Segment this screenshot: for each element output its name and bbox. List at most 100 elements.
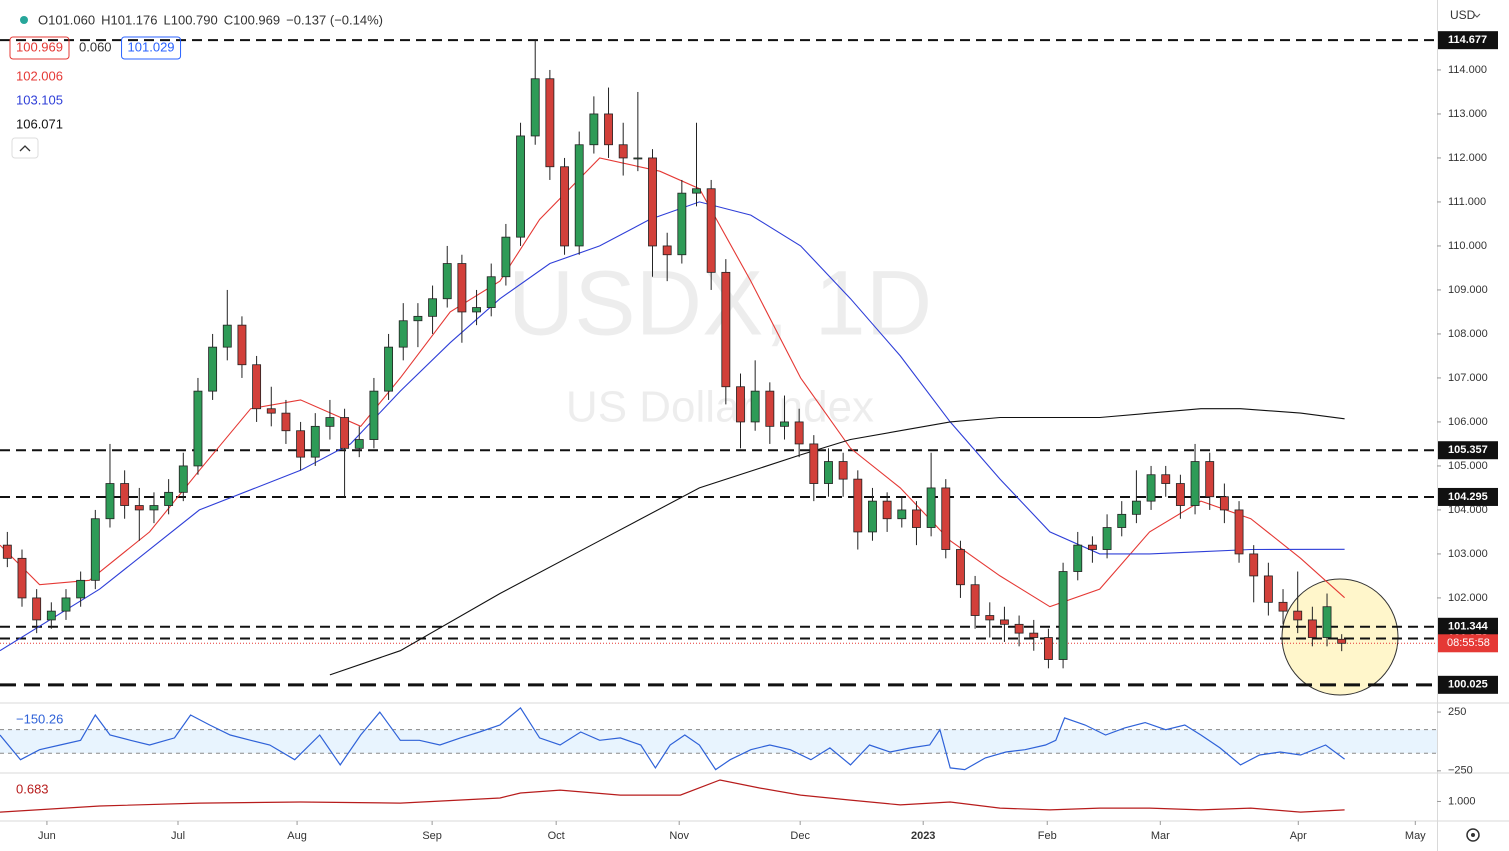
- collapse-button[interactable]: [11, 137, 39, 159]
- band-fill: [0, 729, 1437, 754]
- status-dot: [20, 16, 28, 24]
- price-box-text: 100.969: [16, 39, 63, 54]
- candle-body: [794, 421, 804, 445]
- candle-body: [208, 346, 218, 392]
- settings-icon[interactable]: [1466, 828, 1480, 842]
- candle-body: [354, 439, 364, 449]
- candle-body: [1205, 461, 1215, 498]
- y-tick-label: 105.000: [1448, 460, 1488, 472]
- ma-label: 103.105: [16, 92, 63, 107]
- candle-body: [1117, 513, 1127, 528]
- candle-body: [413, 315, 423, 322]
- y-tick-label: 108.000: [1448, 328, 1488, 340]
- y-tick-label: 112.000: [1448, 152, 1487, 164]
- y-tick-label: 107.000: [1448, 372, 1488, 384]
- candle-body: [369, 390, 379, 440]
- candle-body: [956, 549, 965, 586]
- watermark: USDX, 1D: [508, 252, 932, 354]
- y-tick-label: 113.000: [1448, 108, 1487, 120]
- candle-body: [501, 236, 511, 278]
- candle-body: [428, 298, 437, 317]
- ma-label: 106.071: [16, 116, 63, 131]
- x-tick-label: Jul: [171, 830, 185, 842]
- level-label-box: [1438, 441, 1498, 460]
- candle-body: [1322, 606, 1332, 638]
- candle-body: [516, 135, 525, 238]
- candle-body: [868, 500, 877, 533]
- candle-body: [325, 417, 335, 427]
- candle-body: [222, 324, 232, 348]
- candle-body: [266, 408, 276, 414]
- candle-body: [61, 597, 71, 612]
- watermark-group: USDX, 1D US Dollar Index: [508, 252, 932, 431]
- level-label-box: [1438, 487, 1498, 506]
- quote-value: O101.060: [38, 12, 95, 27]
- quote-value: −0.137 (−0.14%): [286, 12, 383, 27]
- candle-body: [574, 144, 584, 247]
- candle-body: [46, 610, 56, 621]
- candle-body: [149, 505, 159, 511]
- countdown: 08:55:58: [1447, 637, 1490, 649]
- x-tick-label: Aug: [287, 830, 307, 842]
- candle-body: [882, 500, 892, 520]
- candle-body: [134, 505, 144, 511]
- candle-body: [838, 461, 848, 480]
- candle-body: [897, 509, 907, 520]
- level-label: 100.025: [1448, 679, 1488, 691]
- candle-body: [1043, 637, 1053, 660]
- candle-body: [1000, 619, 1009, 625]
- candle-body: [1161, 474, 1171, 484]
- level-label-box: [1438, 675, 1498, 694]
- candle-body: [1175, 483, 1185, 506]
- level-label: 104.295: [1448, 491, 1488, 503]
- highlight-circle: [1281, 578, 1399, 696]
- y-tick-label: 111.000: [1448, 196, 1486, 208]
- indicator-line: [329, 408, 1345, 676]
- candle-body: [105, 483, 115, 520]
- indicator-label: −150.26: [16, 711, 63, 726]
- x-tick-label: Jun: [38, 830, 56, 842]
- candle-body: [1029, 632, 1039, 638]
- y-tick-label: 250: [1448, 706, 1466, 718]
- x-tick-label: Nov: [669, 830, 689, 842]
- candle-body: [545, 78, 555, 168]
- indicator-label: 0.683: [16, 781, 49, 796]
- candle-body: [398, 320, 408, 348]
- candle-body: [1014, 623, 1024, 634]
- candle-body: [736, 386, 745, 423]
- candle-body: [677, 192, 687, 256]
- candle-body: [1263, 575, 1273, 603]
- y-tick-label: 103.000: [1448, 548, 1488, 560]
- candle-body: [281, 412, 291, 432]
- quote: O101.060 H101.176 L100.790 C100.969 −0.137 (…: [38, 12, 383, 27]
- candle-body: [32, 597, 42, 621]
- x-tick-label: Dec: [790, 830, 810, 842]
- candle-body: [442, 263, 452, 300]
- candle-body: [692, 188, 701, 194]
- y-tick-label: 1.000: [1448, 795, 1476, 807]
- candle-body: [1073, 544, 1083, 572]
- candle-body: [193, 390, 203, 467]
- candle-body: [1087, 544, 1097, 550]
- indicator-line: [0, 707, 1345, 771]
- candle-body: [530, 78, 540, 137]
- price-box-text: 0.060: [79, 39, 112, 54]
- candle-body: [1278, 601, 1288, 612]
- candle-body: [340, 417, 350, 449]
- price-box: [121, 36, 182, 60]
- currency[interactable]: USD: [1450, 8, 1476, 22]
- level-label-box: [1438, 31, 1498, 50]
- price-boxes: 100.969 0.060 101.029: [9, 36, 182, 60]
- candle-body: [486, 276, 496, 308]
- candle-body: [765, 390, 775, 427]
- y-tick-label: 102.000: [1448, 592, 1488, 604]
- plot: −150.26 0.683: [0, 39, 1437, 813]
- countdown-box: [1438, 634, 1498, 653]
- candle-body: [384, 346, 394, 392]
- candle-body: [706, 188, 716, 273]
- x-tick-label: Mar: [1151, 830, 1170, 842]
- candle-body: [1307, 619, 1317, 638]
